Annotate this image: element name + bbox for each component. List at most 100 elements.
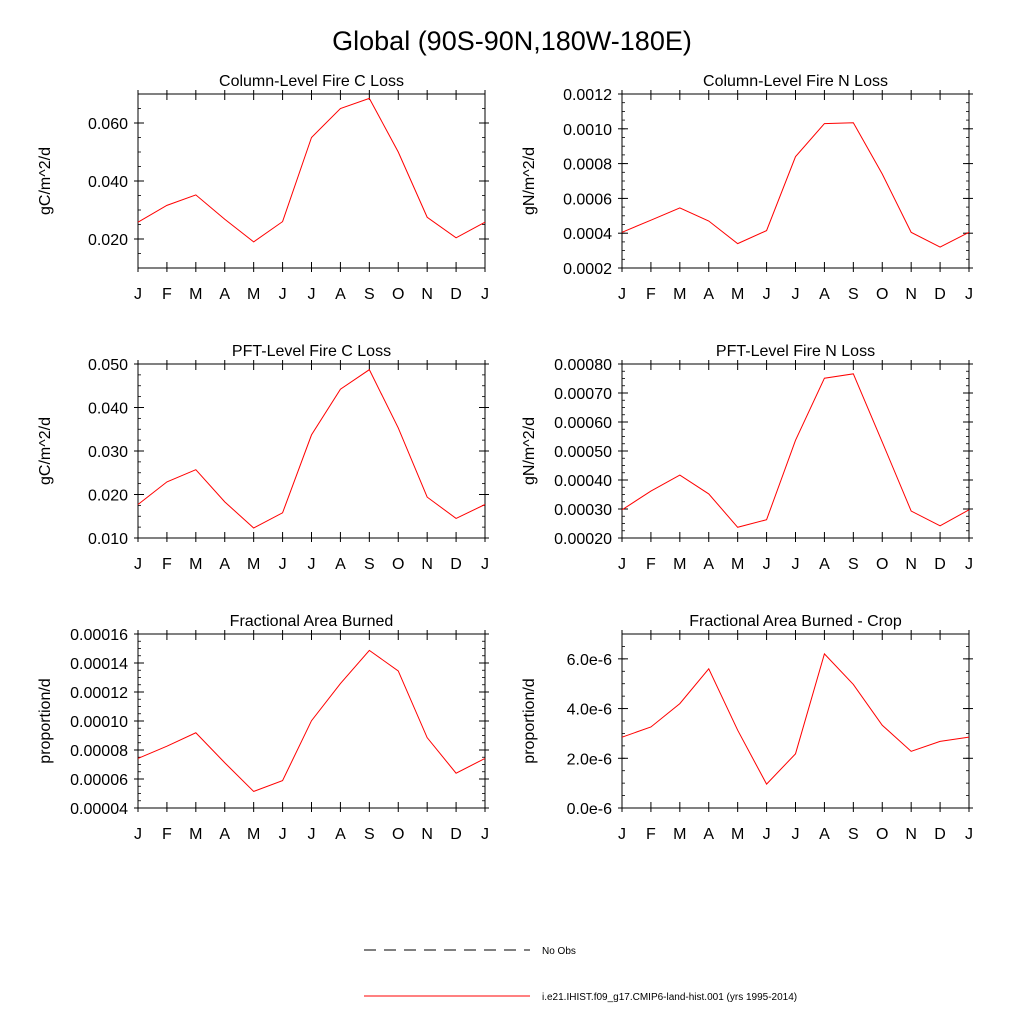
x-tick-label: J bbox=[618, 826, 626, 843]
x-tick-label: D bbox=[450, 826, 462, 843]
x-tick-label: S bbox=[364, 826, 375, 843]
y-tick-label: 6.0e-6 bbox=[567, 652, 612, 669]
series-line bbox=[137, 97, 486, 243]
x-tick-label: O bbox=[392, 286, 404, 303]
x-tick-label: D bbox=[934, 286, 946, 303]
x-tick-label: J bbox=[792, 286, 800, 303]
plot-frame bbox=[137, 93, 486, 269]
y-tick-label: 4.0e-6 bbox=[567, 702, 612, 719]
y-tick-label: 0.00060 bbox=[554, 415, 612, 432]
x-tick-label: J bbox=[618, 286, 626, 303]
x-tick-label: J bbox=[308, 286, 316, 303]
legend-label: i.e21.IHIST.f09_g17.CMIP6-land-hist.001 … bbox=[542, 992, 797, 1003]
figure-title: Global (90S-90N,180W-180E) bbox=[332, 26, 692, 56]
x-tick-label: A bbox=[703, 286, 714, 303]
plot-frame bbox=[621, 363, 970, 539]
x-tick-label: A bbox=[335, 286, 346, 303]
x-tick-label: M bbox=[731, 556, 744, 573]
chart-panels: Column-Level Fire C Loss gC/m^2/d 0.020 0.0… bbox=[37, 73, 973, 843]
y-tick-label: 0.00012 bbox=[70, 685, 128, 702]
x-tick-label: D bbox=[934, 556, 946, 573]
x-tick-label: S bbox=[848, 556, 859, 573]
x-tick-label: M bbox=[247, 286, 260, 303]
x-tick-label: J bbox=[792, 826, 800, 843]
plot-frame bbox=[621, 93, 970, 269]
x-tick-label: A bbox=[335, 556, 346, 573]
x-tick-label: J bbox=[134, 826, 142, 843]
y-tick-label: 0.00050 bbox=[554, 444, 612, 461]
x-tick-label: M bbox=[731, 826, 744, 843]
legend: No Obs i.e21.IHIST.f09_g17.CMIP6-land-his… bbox=[364, 946, 797, 1003]
y-axis-label: proportion/d bbox=[37, 678, 54, 763]
y-tick-label: 0.00006 bbox=[70, 772, 128, 789]
y-tick-label: 0.050 bbox=[88, 357, 128, 374]
x-tick-label: M bbox=[247, 556, 260, 573]
y-tick-label: 0.00008 bbox=[70, 743, 128, 760]
x-tick-label: M bbox=[247, 826, 260, 843]
x-tick-label: J bbox=[279, 556, 287, 573]
x-tick-label: M bbox=[189, 286, 202, 303]
y-tick-label: 0.0e-6 bbox=[567, 801, 612, 818]
x-tick-label: A bbox=[703, 826, 714, 843]
chart-panel: PFT-Level Fire N Loss gN/m^2/d 0.00020 0.00… bbox=[521, 343, 973, 573]
y-tick-label: 0.00080 bbox=[554, 357, 612, 374]
y-tick-label: 0.00004 bbox=[70, 801, 128, 818]
series-line bbox=[621, 373, 970, 528]
y-tick-label: 0.00070 bbox=[554, 386, 612, 403]
x-tick-label: A bbox=[219, 556, 230, 573]
x-tick-label: M bbox=[189, 826, 202, 843]
y-axis-label: gN/m^2/d bbox=[521, 147, 538, 215]
x-tick-label: S bbox=[848, 826, 859, 843]
x-tick-label: F bbox=[646, 556, 656, 573]
x-tick-label: F bbox=[646, 826, 656, 843]
chart-title: Column-Level Fire N Loss bbox=[703, 73, 888, 90]
x-tick-label: N bbox=[421, 286, 433, 303]
x-tick-label: J bbox=[792, 556, 800, 573]
x-tick-label: D bbox=[450, 286, 462, 303]
x-tick-label: A bbox=[335, 826, 346, 843]
y-axis-label: proportion/d bbox=[521, 678, 538, 763]
x-tick-label: J bbox=[308, 556, 316, 573]
plot-frame bbox=[621, 633, 970, 809]
x-tick-label: J bbox=[308, 826, 316, 843]
x-tick-label: F bbox=[162, 286, 172, 303]
x-tick-label: O bbox=[876, 286, 888, 303]
x-tick-label: J bbox=[965, 556, 973, 573]
x-tick-label: F bbox=[162, 826, 172, 843]
x-tick-label: A bbox=[219, 826, 230, 843]
x-tick-label: J bbox=[481, 826, 489, 843]
legend-entry: No Obs bbox=[364, 946, 576, 957]
y-tick-label: 0.060 bbox=[88, 116, 128, 133]
chart-title: Fractional Area Burned bbox=[230, 613, 394, 630]
series-line bbox=[137, 368, 486, 529]
x-tick-label: A bbox=[703, 556, 714, 573]
y-tick-label: 0.020 bbox=[88, 488, 128, 505]
y-tick-label: 0.020 bbox=[88, 232, 128, 249]
chart-panel: PFT-Level Fire C Loss gC/m^2/d 0.010 0.020 0… bbox=[37, 343, 489, 573]
y-axis-label: gC/m^2/d bbox=[37, 417, 54, 485]
x-tick-label: O bbox=[392, 556, 404, 573]
legend-entry: i.e21.IHIST.f09_g17.CMIP6-land-hist.001 … bbox=[364, 992, 797, 1003]
x-tick-label: J bbox=[134, 286, 142, 303]
legend-label: No Obs bbox=[542, 946, 576, 957]
x-tick-label: O bbox=[876, 556, 888, 573]
x-tick-label: F bbox=[162, 556, 172, 573]
y-tick-label: 0.0002 bbox=[563, 261, 612, 278]
y-tick-label: 0.00040 bbox=[554, 473, 612, 490]
x-tick-label: N bbox=[421, 556, 433, 573]
x-tick-label: J bbox=[965, 286, 973, 303]
x-tick-label: J bbox=[763, 286, 771, 303]
x-tick-label: M bbox=[673, 556, 686, 573]
chart-panel: Column-Level Fire N Loss gN/m^2/d 0.0002 0.… bbox=[521, 73, 973, 303]
x-tick-label: A bbox=[219, 286, 230, 303]
x-tick-label: A bbox=[819, 286, 830, 303]
x-tick-label: F bbox=[646, 286, 656, 303]
x-tick-label: M bbox=[731, 286, 744, 303]
x-tick-label: J bbox=[279, 286, 287, 303]
chart-panel: Fractional Area Burned - Crop proportion/… bbox=[521, 613, 973, 843]
y-tick-label: 0.0004 bbox=[563, 226, 612, 243]
x-tick-label: J bbox=[134, 556, 142, 573]
x-tick-label: J bbox=[965, 826, 973, 843]
x-tick-label: S bbox=[364, 556, 375, 573]
